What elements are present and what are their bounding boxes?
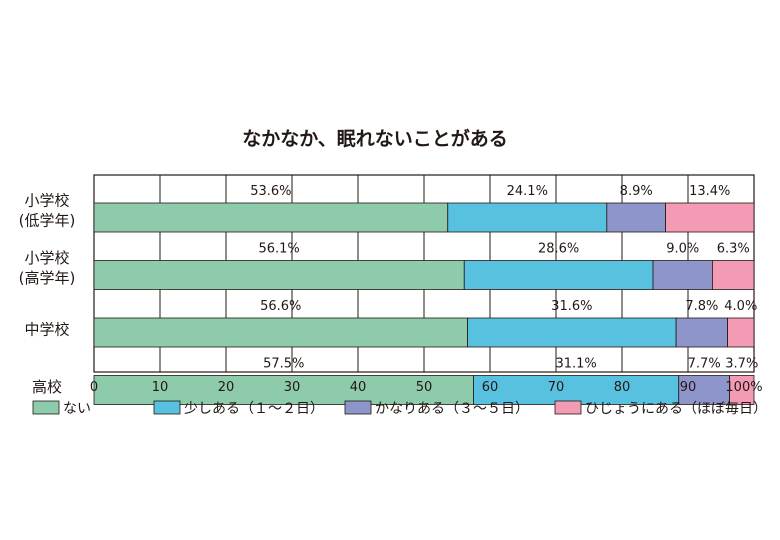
category-label: (低学年) xyxy=(19,212,76,230)
data-label: 31.1% xyxy=(555,357,596,372)
legend-swatch xyxy=(554,400,582,415)
bar-segment xyxy=(652,260,713,290)
category-label: 中学校 xyxy=(24,321,69,339)
bar-segment xyxy=(665,202,755,233)
data-label: 9.0% xyxy=(666,242,699,257)
x-axis: 0 10 20 30 40 50 60 70 80 90 100% xyxy=(90,380,763,395)
bar-segment xyxy=(473,375,680,405)
category-label: 高校 xyxy=(32,378,62,396)
bar-segment xyxy=(729,375,755,405)
bar-segment xyxy=(93,375,474,405)
legend-label: 少しある（１～２日） xyxy=(184,401,324,417)
data-label: 28.6% xyxy=(538,242,579,257)
data-label: 7.7% xyxy=(688,357,721,372)
bar-segment xyxy=(447,202,608,233)
data-label: 6.3% xyxy=(717,242,750,257)
bar-segment xyxy=(606,202,666,233)
bar-segment xyxy=(93,202,449,233)
bar-segment xyxy=(463,260,654,290)
data-label: 31.6% xyxy=(551,299,592,314)
data-label: 24.1% xyxy=(507,184,548,199)
bar-segment xyxy=(93,317,468,348)
bar-segment xyxy=(467,317,677,348)
tick-label: 10 xyxy=(152,380,169,395)
chart-title: なかなか、眠れないことがある xyxy=(242,127,508,150)
legend: ない 少しある（１～２日） かなりある（３～５日） ひじょうにある（ほぼ毎日） xyxy=(32,400,767,417)
tick-label: 30 xyxy=(284,380,301,395)
category-label: (高学年) xyxy=(19,269,76,287)
category-label: 小学校 xyxy=(24,192,69,210)
data-label: 56.1% xyxy=(258,242,299,257)
bar-segment xyxy=(712,260,755,290)
bar-segment xyxy=(727,317,755,348)
legend-swatch xyxy=(153,400,181,415)
value-labels: 53.6% 24.1% 8.9% 13.4% 56.1% 28.6% 9.0% 6.3% 56.… xyxy=(250,184,758,372)
data-label: 3.7% xyxy=(725,357,758,372)
tick-label: 40 xyxy=(350,380,367,395)
data-label: 57.5% xyxy=(263,357,304,372)
data-label: 8.9% xyxy=(620,184,653,199)
tick-label: 90 xyxy=(680,380,697,395)
tick-label: 20 xyxy=(218,380,235,395)
data-label: 7.8% xyxy=(685,299,718,314)
data-label: 4.0% xyxy=(724,299,757,314)
legend-label: ない xyxy=(63,401,91,417)
legend-label: ひじょうにある（ほぼ毎日） xyxy=(585,401,767,417)
bar-segment xyxy=(93,260,465,290)
category-label: 小学校 xyxy=(24,249,69,267)
data-label: 13.4% xyxy=(689,184,730,199)
data-label: 56.6% xyxy=(260,299,301,314)
tick-label: 70 xyxy=(548,380,565,395)
tick-label: 80 xyxy=(614,380,631,395)
bar-segment xyxy=(678,375,730,405)
bar-segment xyxy=(675,317,728,348)
legend-swatch xyxy=(344,400,372,415)
tick-label: 0 xyxy=(90,380,98,395)
data-label: 53.6% xyxy=(250,184,291,199)
tick-label: 100% xyxy=(725,380,762,395)
legend-label: かなりある（３～５日） xyxy=(375,401,529,417)
legend-swatch xyxy=(32,400,60,415)
tick-label: 50 xyxy=(416,380,433,395)
tick-label: 60 xyxy=(482,380,499,395)
bars xyxy=(93,202,755,405)
